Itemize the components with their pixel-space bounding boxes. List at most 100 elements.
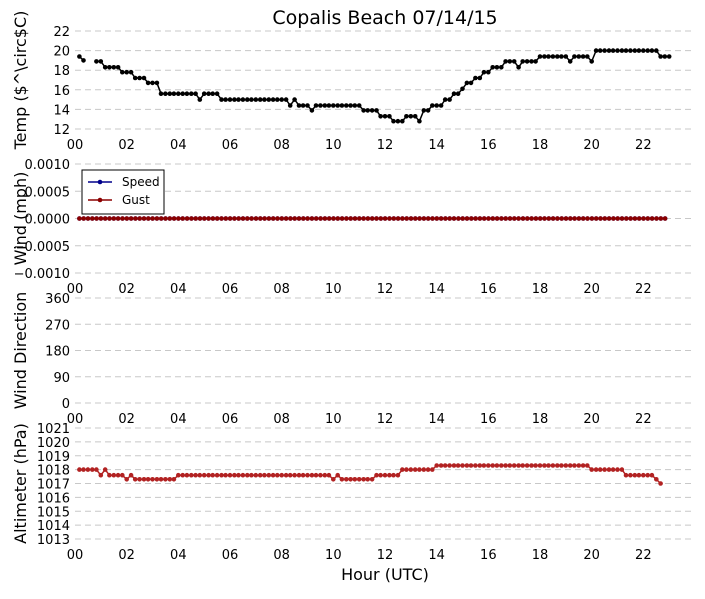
data-point-temperature-0 [477,75,483,81]
data-point-temperature-0 [240,97,246,102]
data-point-temperature-0 [236,97,241,102]
data-point-altimeter-0 [120,472,125,478]
data-point-altimeter-0 [499,463,504,468]
data-point-temperature-0 [412,114,418,119]
data-point-gust [158,216,164,221]
x-tick-label-altimeter: 06 [222,548,239,563]
data-point-gust [279,216,285,221]
data-point-temperature-0 [184,91,190,96]
data-point-altimeter-0 [623,472,629,478]
data-point-gust [98,216,104,221]
data-point-gust [494,216,500,221]
data-point-temperature-0 [447,97,452,102]
data-point-temperature-0 [507,59,513,64]
data-point-temperature-0 [666,54,672,59]
y-tick-label-wind-direction: 180 [45,345,70,360]
x-tick-label-temperature: 10 [325,138,342,153]
data-point-gust [85,216,91,221]
data-point-altimeter-0 [270,472,276,478]
x-tick-label-altimeter: 08 [273,548,290,563]
data-point-temperature-0 [176,91,181,96]
data-point-temperature-0 [550,54,556,59]
data-point-temperature-0 [210,91,215,96]
data-point-gust [171,216,177,221]
data-point-altimeter-0 [77,467,82,472]
data-point-gust [374,216,379,221]
data-point-temperature-0 [197,97,203,102]
legend: Speed Gust [81,169,165,215]
data-point-temperature-0 [374,108,379,113]
x-tick-label-wind: 10 [325,282,342,297]
data-point-temperature-0 [257,97,263,102]
data-point-gust [533,216,539,221]
data-point-temperature-0 [206,91,211,96]
data-point-gust [632,216,638,221]
data-point-temperature-0 [249,97,254,102]
data-point-altimeter-0 [425,467,431,472]
data-point-gust [576,216,582,221]
data-point-gust [499,216,504,221]
x-tick-label-wind: 00 [67,282,84,297]
data-point-altimeter-0 [649,472,655,478]
data-point-temperature-0 [455,91,461,96]
data-point-temperature-0 [524,59,530,64]
data-point-gust [189,216,194,221]
data-point-altimeter-0 [309,472,315,478]
data-point-altimeter-0 [434,463,440,468]
data-point-temperature-0 [654,48,659,53]
data-point-altimeter-0 [313,472,319,478]
data-point-altimeter-0 [610,467,616,472]
data-point-temperature-0 [296,103,302,108]
data-point-altimeter-0 [606,467,612,472]
data-point-gust [258,216,263,221]
data-point-temperature-0 [81,58,86,63]
data-point-gust [249,216,254,221]
data-point-temperature-0 [516,65,521,70]
data-point-temperature-0 [636,48,642,53]
data-point-altimeter-0 [567,463,573,468]
data-point-temperature-0 [503,59,508,64]
data-point-gust [464,216,470,221]
data-point-altimeter-0 [132,477,138,482]
y-tick-label-wind: 0.0000 [25,213,71,228]
data-point-altimeter-0 [628,472,633,478]
data-point-altimeter-0 [585,463,590,468]
data-point-gust [348,216,354,221]
data-point-altimeter-0 [516,463,521,468]
data-point-gust [77,216,82,221]
data-point-temperature-0 [425,108,431,113]
data-point-gust [598,216,603,221]
data-point-gust [585,216,590,221]
x-tick-label-wind: 08 [273,282,290,297]
data-point-temperature-0 [193,91,198,96]
data-point-gust [176,216,181,221]
data-point-temperature-0 [589,59,594,64]
x-tick-label-wind-direction: 14 [428,412,445,427]
data-point-temperature-0 [593,48,599,53]
x-axis-label: Hour (UTC) [341,565,429,584]
data-point-gust [486,216,491,221]
data-point-altimeter-0 [550,463,556,468]
data-point-gust [512,216,517,221]
data-point-gust [236,216,241,221]
data-point-temperature-0 [124,69,129,75]
data-point-gust [400,216,405,221]
data-point-altimeter-0 [94,467,99,472]
data-point-altimeter-0 [507,463,513,468]
data-point-gust [382,216,388,221]
y-tick-label-wind-direction: 0 [62,397,70,412]
data-point-gust [309,216,315,221]
data-point-temperature-0 [132,75,138,81]
data-point-gust [81,216,86,221]
data-point-temperature-0 [262,97,267,102]
data-point-altimeter-0 [580,463,586,468]
data-point-altimeter-0 [468,463,474,468]
data-point-altimeter-0 [287,472,293,478]
data-point-gust [301,216,306,221]
data-point-temperature-0 [158,91,164,96]
data-point-temperature-0 [606,48,612,53]
data-point-gust [313,216,319,221]
data-point-altimeter-0 [417,467,422,472]
data-point-gust [503,216,509,221]
